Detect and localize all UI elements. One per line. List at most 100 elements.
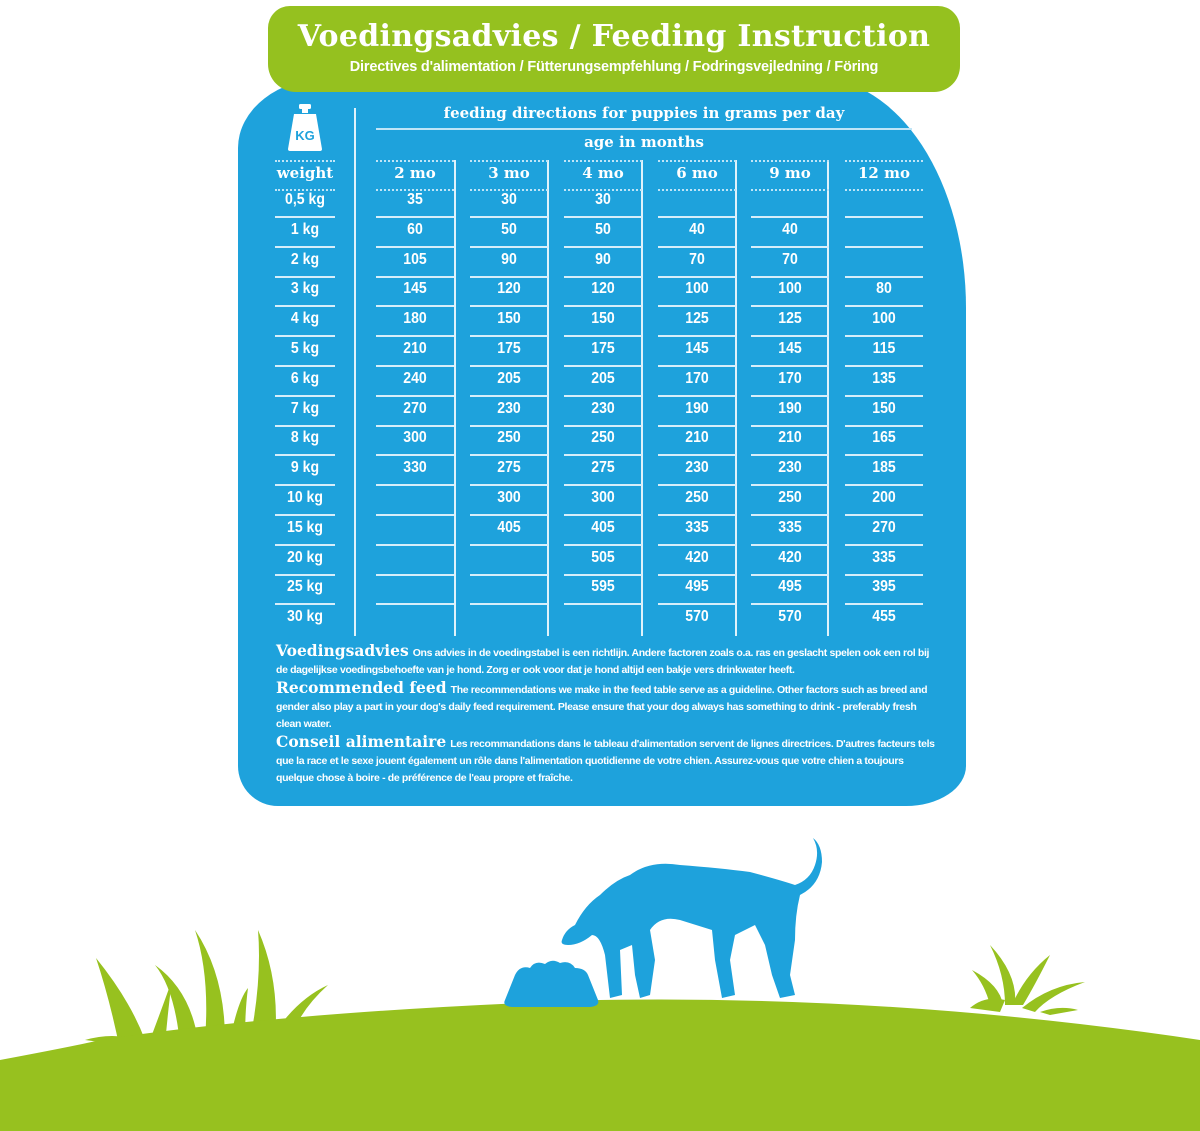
- row-divider: [658, 245, 736, 248]
- dotted-divider: [275, 189, 335, 191]
- row-divider: [845, 245, 923, 248]
- value-cell: 115: [872, 340, 896, 357]
- value-cell: 570: [685, 608, 709, 626]
- value-cell: 120: [591, 280, 615, 298]
- dotted-divider: [845, 189, 923, 191]
- value-cell: 595: [591, 578, 615, 596]
- row-divider: [275, 573, 335, 576]
- row-divider: [376, 484, 454, 487]
- row-divider: [658, 305, 736, 308]
- row-divider: [275, 603, 335, 606]
- row-divider: [658, 216, 736, 218]
- row-divider: [275, 484, 335, 487]
- weight-cell: 5 kg: [290, 340, 320, 357]
- value-cell: 165: [872, 429, 896, 447]
- value-cell: 120: [497, 280, 521, 298]
- row-divider: [275, 305, 335, 308]
- value-cell: 145: [778, 340, 802, 357]
- row-divider: [470, 365, 548, 367]
- title-banner: Voedingsadvies / Feeding Instruction Dir…: [268, 6, 960, 92]
- value-cell: 100: [778, 280, 802, 298]
- row-divider: [658, 543, 736, 546]
- row-divider: [845, 543, 923, 546]
- dotted-divider: [564, 189, 642, 191]
- dotted-divider: [658, 189, 736, 191]
- row-divider: [376, 245, 454, 248]
- row-divider: [845, 394, 923, 397]
- value-cell: 50: [595, 220, 611, 238]
- dotted-divider: [470, 160, 548, 162]
- row-divider: [751, 305, 829, 308]
- row-divider: [376, 543, 454, 546]
- column-divider: [454, 160, 456, 636]
- grass-hill: [0, 999, 1200, 1131]
- row-divider: [275, 424, 335, 427]
- row-divider: [376, 573, 454, 576]
- dotted-divider: [275, 160, 335, 162]
- value-cell: 250: [685, 489, 709, 506]
- column-header: 6 mo: [676, 164, 718, 182]
- row-divider: [275, 365, 335, 367]
- feeding-panel: [238, 78, 966, 806]
- row-divider: [845, 454, 923, 457]
- row-divider: [751, 365, 829, 367]
- food-bowl-icon: [504, 960, 599, 1007]
- svg-text:KG: KG: [295, 128, 315, 143]
- value-cell: 175: [591, 340, 615, 357]
- row-divider: [658, 365, 736, 367]
- value-cell: 100: [685, 280, 709, 298]
- column-header: 2 mo: [394, 164, 436, 182]
- value-cell: 300: [591, 489, 615, 506]
- value-cell: 405: [591, 518, 615, 536]
- row-divider: [751, 394, 829, 397]
- row-divider: [376, 305, 454, 308]
- value-cell: 105: [403, 250, 427, 268]
- value-cell: 35: [407, 191, 423, 208]
- row-divider: [564, 245, 642, 248]
- row-divider: [470, 484, 548, 487]
- value-cell: 270: [403, 399, 427, 417]
- grass-scene: [0, 838, 1200, 1131]
- row-divider: [845, 305, 923, 308]
- value-cell: 135: [872, 369, 896, 387]
- row-divider: [564, 365, 642, 367]
- value-cell: 240: [403, 369, 427, 387]
- dog-silhouette-icon: [561, 838, 822, 998]
- value-cell: 210: [778, 429, 802, 447]
- value-cell: 230: [685, 459, 709, 477]
- column-divider: [641, 160, 643, 636]
- value-cell: 50: [501, 220, 517, 238]
- row-divider: [751, 484, 829, 487]
- row-divider: [751, 335, 829, 338]
- value-cell: 170: [778, 369, 802, 387]
- row-divider: [376, 394, 454, 397]
- row-divider: [845, 335, 923, 338]
- row-divider: [275, 543, 335, 546]
- row-divider: [658, 394, 736, 397]
- value-cell: 210: [685, 429, 709, 447]
- value-cell: 275: [497, 459, 521, 477]
- dotted-divider: [564, 160, 642, 162]
- value-cell: 90: [595, 250, 611, 268]
- row-divider: [658, 573, 736, 576]
- weight-cell: 15 kg: [286, 518, 323, 536]
- row-divider: [470, 454, 548, 457]
- value-cell: 150: [591, 310, 615, 328]
- value-cell: 405: [497, 518, 521, 536]
- row-divider: [751, 454, 829, 457]
- table-subheading: age in months: [584, 133, 704, 151]
- row-divider: [845, 514, 923, 516]
- value-cell: 335: [685, 518, 709, 536]
- heading-divider: [376, 128, 912, 130]
- row-divider: [751, 424, 829, 427]
- weight-cell: 6 kg: [290, 369, 320, 387]
- column-header: 9 mo: [769, 164, 811, 182]
- row-divider: [275, 454, 335, 457]
- weight-cell: 1 kg: [290, 220, 320, 238]
- row-divider: [845, 484, 923, 487]
- row-divider: [470, 573, 548, 576]
- dotted-divider: [470, 189, 548, 191]
- value-cell: 330: [403, 459, 427, 477]
- row-divider: [275, 216, 335, 218]
- value-cell: 495: [778, 578, 802, 596]
